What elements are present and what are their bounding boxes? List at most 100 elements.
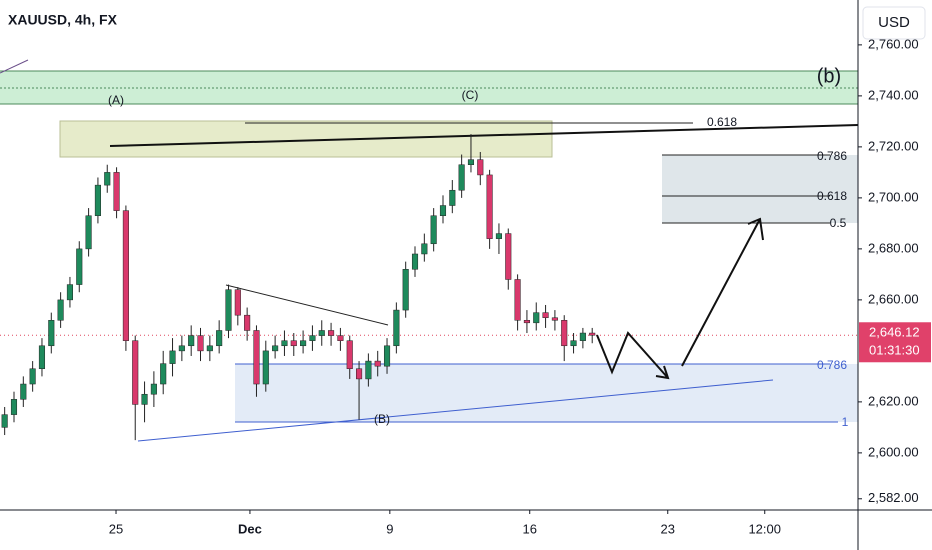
candle-body <box>523 320 530 324</box>
y-tick-label: 2,660.00 <box>868 291 919 306</box>
fib-label: 0.618 <box>817 189 847 203</box>
candle-body <box>589 332 596 336</box>
candle-body <box>272 345 279 352</box>
fib-label: 0.786 <box>817 149 847 163</box>
candle-body <box>66 284 73 301</box>
candle-body <box>197 335 204 352</box>
fib-label: 0.786 <box>817 358 847 372</box>
price-badge <box>859 322 931 363</box>
countdown: 01:31:30 <box>869 343 920 358</box>
x-tick-label: Dec <box>238 521 262 536</box>
candle-body <box>281 340 288 347</box>
y-tick-label: 2,680.00 <box>868 240 919 255</box>
x-tick-label: 9 <box>386 521 393 536</box>
fib-label: 0.5 <box>830 216 847 230</box>
candle-body <box>393 309 400 347</box>
y-tick-label: 2,582.00 <box>868 490 919 505</box>
candle-body <box>169 350 176 364</box>
candle-body <box>188 335 195 347</box>
candle-body <box>141 393 148 405</box>
wave-label: (A) <box>108 93 124 107</box>
y-tick-label: 2,760.00 <box>868 36 919 51</box>
candle-body <box>132 340 139 405</box>
candle-body <box>514 279 521 321</box>
chart-title: XAUUSD, 4h, FX <box>8 12 118 28</box>
trend-line <box>137 379 774 442</box>
x-tick-label: 23 <box>661 521 675 536</box>
candle-body <box>467 159 475 165</box>
candle-body <box>579 332 586 341</box>
y-tick-label: 2,720.00 <box>868 138 919 153</box>
candle-body <box>486 174 493 239</box>
candle-body <box>10 399 18 415</box>
candle-body <box>38 345 46 369</box>
candle-body <box>365 360 372 380</box>
candle-body <box>262 350 269 385</box>
candle-body <box>1 414 8 428</box>
candle-body <box>104 172 111 186</box>
candle-body <box>337 335 344 341</box>
candle-body <box>150 383 157 395</box>
fib-zone <box>662 155 858 223</box>
candle-body <box>402 269 409 311</box>
y-tick-label: 2,600.00 <box>868 444 919 459</box>
candle-body <box>206 345 213 352</box>
trend-line <box>225 284 389 326</box>
candle-body <box>411 253 419 270</box>
candle-body <box>318 330 325 336</box>
trend-line <box>109 124 859 147</box>
projection-arrow <box>681 217 764 367</box>
x-tick-label: 12:00 <box>748 521 781 536</box>
candle-body <box>160 363 167 385</box>
candle-body <box>85 215 92 250</box>
candle-body <box>113 172 120 211</box>
candle-body <box>477 159 484 176</box>
candle-body <box>505 233 512 280</box>
resistance-box <box>59 120 553 158</box>
support-box <box>235 364 858 422</box>
candle-body <box>561 320 568 347</box>
candle-body <box>439 205 447 216</box>
projection-arrow <box>596 331 670 380</box>
candle-body <box>29 368 36 385</box>
candle-body <box>421 243 428 255</box>
y-tick-label: 2,740.00 <box>868 87 919 102</box>
price-label: 2,646.12 <box>869 325 920 340</box>
candle-body <box>383 345 391 367</box>
y-tick-label: 2,700.00 <box>868 189 919 204</box>
candle-body <box>216 330 223 347</box>
candle-body <box>57 299 64 321</box>
candle-body <box>178 345 185 352</box>
candle-body <box>570 340 577 347</box>
wave-label: (b) <box>817 65 841 87</box>
candle-body <box>253 330 260 385</box>
currency-label: USD <box>878 14 910 31</box>
candle-body <box>346 340 353 369</box>
candle-body <box>533 312 540 324</box>
trend-line <box>0 59 29 74</box>
currency-button[interactable] <box>862 6 926 40</box>
fib-label: 1 <box>842 415 849 429</box>
wave-label: (C) <box>462 88 479 102</box>
candle-body <box>94 184 101 216</box>
candle-body <box>300 340 307 347</box>
candle-body <box>374 360 381 367</box>
candle-body <box>20 383 27 400</box>
candle-body <box>551 317 558 321</box>
y-tick-label: 2,620.00 <box>868 393 919 408</box>
candle-body <box>542 312 549 318</box>
candle-body <box>495 233 502 239</box>
candle-body <box>122 210 129 341</box>
candle-body <box>48 320 55 347</box>
candle-body <box>290 340 297 347</box>
candle-body <box>449 189 456 206</box>
candle-body <box>309 335 316 341</box>
wave-label: (B) <box>374 412 390 426</box>
x-tick-label: 25 <box>109 521 123 536</box>
candle-body <box>356 368 363 380</box>
candle-body <box>76 248 83 285</box>
x-tick-label: 16 <box>522 521 536 536</box>
candle-body <box>225 289 232 331</box>
candle-body <box>430 215 437 245</box>
